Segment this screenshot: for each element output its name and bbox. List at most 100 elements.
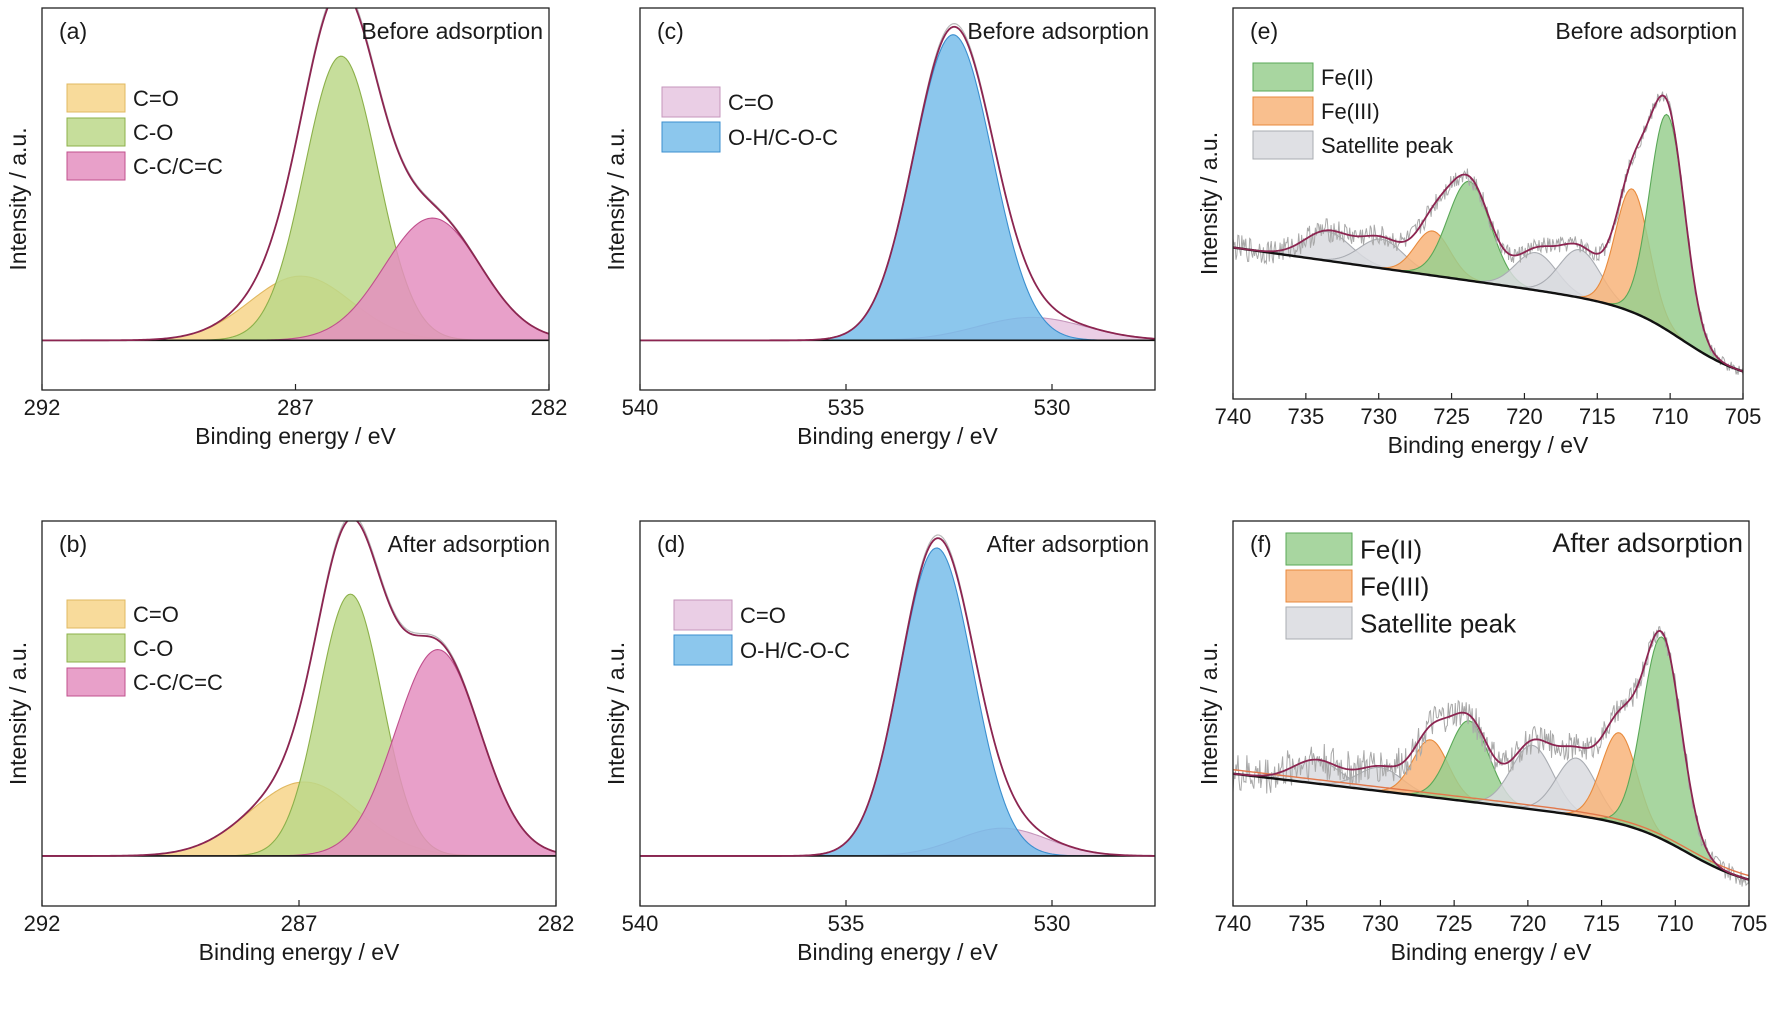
- legend: C=O O-H/C-O-C: [661, 86, 838, 153]
- panel-e: 740 735 730 725 720 715 710 705 Binding energy /…: [1196, 7, 1762, 458]
- x-tick-label: 710: [1657, 911, 1694, 936]
- axes-frame: [1232, 7, 1744, 400]
- x-tick-label: 735: [1287, 404, 1324, 429]
- x-axis-label: Binding energy / eV: [1391, 939, 1592, 965]
- legend-swatch-c-c-c-c: [66, 151, 126, 181]
- background-line-secondary: [1233, 768, 1749, 877]
- panel-condition: After adsorption: [987, 531, 1149, 557]
- x-tick-label: 282: [538, 911, 575, 936]
- legend-swatch-o-h-c-o-c: [673, 634, 733, 666]
- panel-label: (f): [1250, 531, 1272, 557]
- panel-b: 292 287 282 Binding energy / eV Intensity / …: [5, 520, 575, 965]
- panel-label: (c): [657, 18, 684, 44]
- x-tick-label: 725: [1433, 404, 1470, 429]
- peak-o-h-c-o-c-1: [640, 34, 1155, 341]
- x-axis-label: Binding energy / eV: [1388, 432, 1589, 458]
- legend: Fe(II) Fe(III) Satellite peak: [1285, 532, 1517, 640]
- envelope-line: [42, 8, 549, 342]
- legend-label: Fe(II): [1321, 65, 1374, 90]
- panel-c: 540 535 530 Binding energy / eV Intensity / …: [603, 7, 1156, 449]
- background-line: [1233, 772, 1749, 881]
- envelope-line: [1233, 629, 1749, 881]
- x-tick-label: 725: [1436, 911, 1473, 936]
- legend-label: C=O: [133, 86, 179, 111]
- x-tick-label: 715: [1579, 404, 1616, 429]
- legend-swatch-satellite-peak: [1285, 606, 1353, 640]
- legend-swatch-fe-iii-: [1252, 96, 1314, 126]
- legend-label: Satellite peak: [1321, 133, 1454, 158]
- legend-swatch-c-o: [66, 599, 126, 629]
- peak-o-h-c-o-c-1: [640, 547, 1155, 857]
- legend-label: Fe(III): [1360, 571, 1429, 601]
- axes-frame: [639, 520, 1156, 907]
- x-tick-label: 720: [1509, 911, 1546, 936]
- x-tick-label: 535: [828, 911, 865, 936]
- envelope-line: [1233, 94, 1743, 373]
- plot-area: [1233, 625, 1749, 887]
- panel-condition: Before adsorption: [361, 18, 543, 44]
- x-tick-label: 735: [1288, 911, 1325, 936]
- legend: C=O C-O C-C/C=C: [66, 599, 223, 697]
- legend-swatch-fe-ii-: [1252, 62, 1314, 92]
- legend-label: C=O: [740, 603, 786, 628]
- legend-label: C=O: [133, 602, 179, 627]
- x-tick-label: 535: [828, 395, 865, 420]
- legend-swatch-c-o: [673, 599, 733, 631]
- plot-area: [1233, 91, 1743, 376]
- y-axis-label: Intensity / a.u.: [603, 127, 629, 270]
- x-axis-label: Binding energy / eV: [797, 423, 998, 449]
- x-tick-label: 540: [622, 395, 659, 420]
- envelope-line: [640, 537, 1155, 857]
- legend-swatch-fe-ii-: [1285, 532, 1353, 566]
- legend-label: O-H/C-O-C: [728, 125, 838, 150]
- panel-label: (e): [1250, 18, 1278, 44]
- y-axis-label: Intensity / a.u.: [1196, 642, 1222, 785]
- legend-label: Satellite peak: [1360, 608, 1517, 638]
- x-axis-label: Binding energy / eV: [199, 939, 400, 965]
- x-tick-label: 715: [1583, 911, 1620, 936]
- legend-swatch-c-o: [66, 83, 126, 113]
- legend-swatch-c-o: [661, 86, 721, 118]
- y-axis-label: Intensity / a.u.: [5, 127, 31, 270]
- x-tick-label: 540: [622, 911, 659, 936]
- panel-label: (b): [59, 531, 87, 557]
- panel-label: (d): [657, 531, 685, 557]
- legend-swatch-c-o: [66, 633, 126, 663]
- legend-label: Fe(III): [1321, 99, 1380, 124]
- panel-a: 292 287 282 Binding energy / eV Intensity / …: [5, 7, 568, 449]
- x-axis-label: Binding energy / eV: [797, 939, 998, 965]
- y-axis-label: Intensity / a.u.: [1196, 132, 1222, 275]
- legend-swatch-o-h-c-o-c: [661, 121, 721, 153]
- background-line: [1233, 246, 1743, 373]
- x-tick-label: 292: [24, 911, 61, 936]
- legend-swatch-satellite-peak: [1252, 130, 1314, 160]
- legend-label: Fe(II): [1360, 534, 1422, 564]
- x-tick-label: 282: [531, 395, 568, 420]
- x-tick-label: 705: [1725, 404, 1762, 429]
- panel-condition: Before adsorption: [967, 18, 1149, 44]
- legend-label: C-C/C=C: [133, 670, 223, 695]
- x-axis-label: Binding energy / eV: [195, 423, 396, 449]
- legend: C=O O-H/C-O-C: [673, 599, 850, 666]
- x-tick-label: 287: [277, 395, 314, 420]
- plot-area: [42, 8, 549, 342]
- x-tick-label: 740: [1215, 911, 1252, 936]
- y-axis-label: Intensity / a.u.: [603, 642, 629, 785]
- legend: Fe(II) Fe(III) Satellite peak: [1252, 62, 1454, 160]
- panel-d: 540 535 530 Binding energy / eV Intensity / …: [603, 520, 1156, 965]
- x-tick-label: 705: [1731, 911, 1768, 936]
- x-tick-label: 710: [1652, 404, 1689, 429]
- x-tick-label: 530: [1034, 911, 1071, 936]
- plot-area: [42, 521, 556, 857]
- panel-condition: Before adsorption: [1555, 18, 1737, 44]
- x-tick-label: 287: [281, 911, 318, 936]
- legend-label: C-O: [133, 120, 173, 145]
- legend-label: O-H/C-O-C: [740, 638, 850, 663]
- x-tick-label: 720: [1506, 404, 1543, 429]
- x-tick-label: 730: [1362, 911, 1399, 936]
- plot-area: [640, 23, 1155, 342]
- panel-f: 740 735 730 725 720 715 710 705 Binding energy /…: [1196, 520, 1768, 965]
- x-tick-label: 740: [1215, 404, 1252, 429]
- envelope-line: [42, 521, 556, 857]
